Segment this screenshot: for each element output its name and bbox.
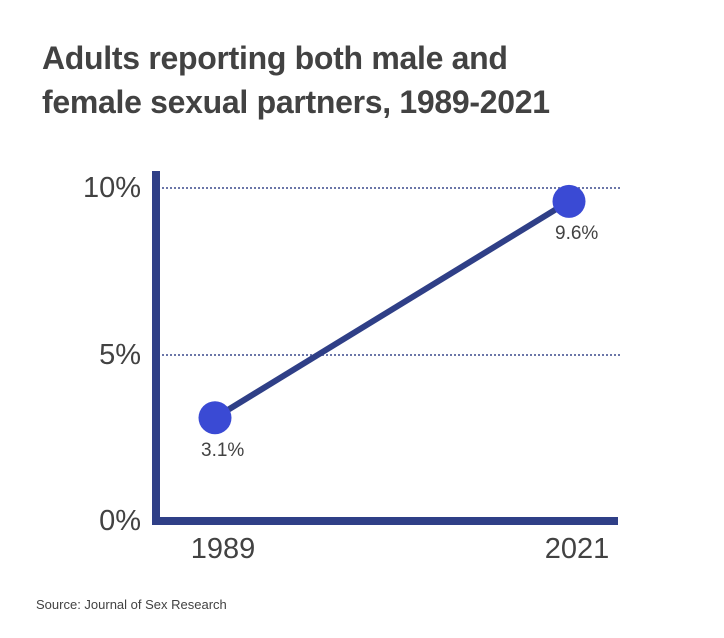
x-axis-line [152, 517, 618, 525]
y-axis-tick-label-0pct: 0% [99, 505, 141, 537]
source-note: Source: Journal of Sex Research [36, 597, 227, 612]
x-axis-tick-label-1989: 1989 [190, 533, 256, 565]
data-point-label-2021: 9.6% [555, 223, 599, 245]
trend-line [213, 198, 571, 421]
y-axis-tick-label-10pct: 10% [82, 172, 141, 204]
chart-title: Adults reporting both male and female se… [42, 36, 550, 124]
chart-title-line-1: Adults reporting both male and [42, 40, 508, 76]
y-axis-line [152, 171, 160, 525]
y-axis-tick-label-5pct: 5% [99, 338, 141, 371]
data-point-1989 [198, 401, 232, 435]
data-point-label-1989: 3.1% [201, 439, 245, 461]
gridline-5pct [162, 353, 620, 356]
x-axis-tick-label-2021: 2021 [544, 533, 610, 565]
gridline-10pct [162, 187, 620, 189]
data-point-2021 [552, 184, 586, 218]
chart-title-line-2: female sexual partners, 1989-2021 [42, 84, 550, 120]
